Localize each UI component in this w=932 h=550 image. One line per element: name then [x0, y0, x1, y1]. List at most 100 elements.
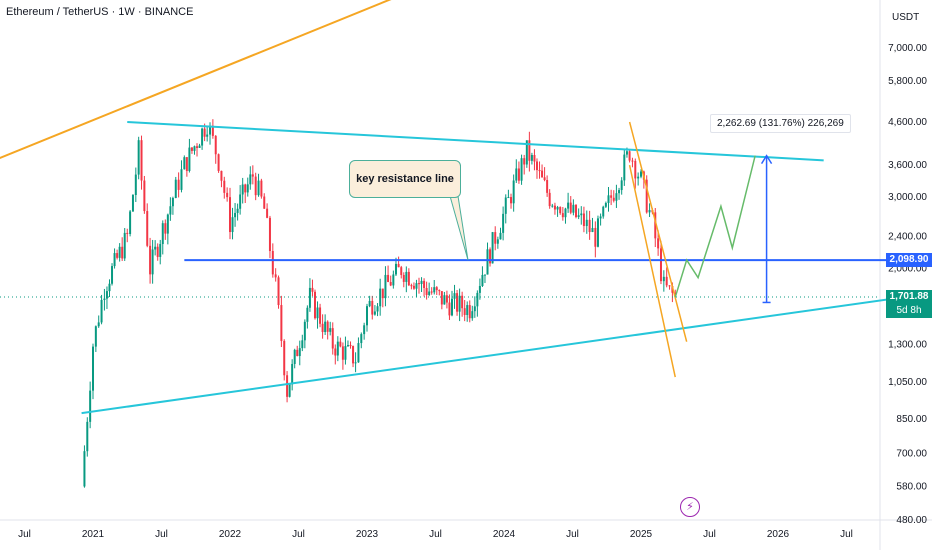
candle-body	[512, 180, 515, 204]
candle-body	[445, 295, 448, 303]
candle-body	[471, 311, 474, 319]
candle-body	[625, 151, 628, 155]
candle-body	[674, 292, 677, 296]
y-tick-label: 2,000.00	[888, 264, 927, 275]
candle-body	[254, 176, 257, 196]
candle-body	[461, 295, 464, 309]
candle-body	[344, 346, 347, 360]
falling-channel-lower	[628, 164, 676, 378]
y-tick-label: 4,600.00	[888, 117, 927, 128]
candle-body	[420, 280, 423, 285]
x-tick-label: Jul	[155, 529, 168, 540]
x-tick-label: Jul	[840, 529, 853, 540]
candle-body	[231, 217, 234, 233]
candle-body	[580, 213, 583, 216]
candle-body	[438, 290, 441, 292]
candle-body	[476, 292, 479, 307]
measure-label: 2,262.69 (131.76%) 226,269	[710, 114, 851, 133]
candle-body	[546, 180, 549, 193]
resistance-callout[interactable]: key resistance line	[349, 160, 461, 198]
candle-body	[489, 249, 492, 264]
candle-body	[329, 328, 332, 332]
candle-body	[523, 158, 526, 165]
candle-body	[229, 197, 231, 233]
candle-body	[346, 345, 349, 347]
candle-body	[402, 274, 405, 282]
candle-body	[161, 223, 164, 245]
candle-body	[448, 302, 451, 316]
candle-body	[392, 274, 395, 286]
candle-body	[193, 146, 196, 151]
candle-body	[100, 299, 103, 323]
candle-body	[567, 202, 570, 209]
x-tick-label: Jul	[703, 529, 716, 540]
candle-body	[623, 154, 626, 181]
candle-body	[185, 157, 188, 171]
candle-body	[151, 249, 154, 275]
symbol-title[interactable]: Ethereum / TetherUS · 1W · BINANCE	[6, 6, 194, 18]
candle-body	[354, 362, 357, 364]
candle-body	[410, 285, 413, 287]
candle-body	[174, 179, 177, 198]
candle-body	[665, 276, 668, 286]
candle-body	[159, 244, 162, 257]
y-tick-label: 580.00	[896, 481, 927, 492]
candle-body	[311, 287, 314, 292]
candle-body	[366, 306, 368, 326]
resistance-price-badge: 2,098.90	[886, 253, 932, 267]
x-tick-label: 2021	[82, 529, 105, 540]
candle-body	[535, 161, 538, 171]
candle-body	[588, 219, 591, 233]
candle-body	[263, 196, 266, 209]
candle-body	[507, 197, 510, 199]
candle-body	[129, 211, 132, 234]
candle-body	[154, 246, 157, 250]
orange-uptrend-line	[0, 0, 392, 160]
candle-body	[296, 349, 299, 357]
candle-body	[561, 213, 564, 218]
candle-body	[407, 271, 410, 286]
candle-body	[397, 263, 400, 268]
candle-body	[171, 197, 174, 207]
candle-body	[116, 253, 119, 258]
candle-body	[156, 246, 159, 257]
lower-support-line	[81, 296, 904, 415]
candle-body	[585, 219, 588, 227]
candle-body	[360, 334, 363, 344]
candle-body	[352, 346, 355, 364]
candle-body	[662, 276, 665, 282]
candle-body	[103, 298, 106, 300]
lightning-icon[interactable]: ⚡	[680, 497, 700, 517]
candle-body	[223, 180, 226, 193]
candle-body	[551, 205, 554, 207]
candle-body	[86, 421, 89, 452]
candle-body	[423, 280, 426, 289]
candle-body	[220, 170, 223, 181]
candle-body	[486, 249, 489, 275]
candle-body	[298, 348, 301, 357]
candle-body	[631, 160, 634, 162]
y-tick-label: 850.00	[896, 414, 927, 425]
candle-body	[599, 216, 602, 219]
candle-body	[440, 291, 443, 305]
candle-body	[405, 271, 408, 282]
candle-body	[260, 180, 263, 197]
y-tick-label: 7,000.00	[888, 43, 927, 54]
candle-body	[211, 125, 214, 136]
candle-body	[121, 246, 124, 259]
x-tick-label: Jul	[18, 529, 31, 540]
candle-body	[572, 204, 575, 213]
candle-body	[286, 375, 289, 397]
candle-body	[83, 451, 86, 487]
candle-body	[412, 285, 415, 289]
candle-body	[659, 248, 662, 282]
candle-body	[149, 245, 152, 275]
candle-body	[640, 171, 642, 177]
candle-body	[131, 195, 134, 212]
candle-body	[280, 305, 283, 341]
candle-body	[415, 283, 418, 289]
candle-body	[341, 346, 344, 360]
candle-body	[450, 298, 453, 316]
candle-body	[515, 168, 518, 181]
